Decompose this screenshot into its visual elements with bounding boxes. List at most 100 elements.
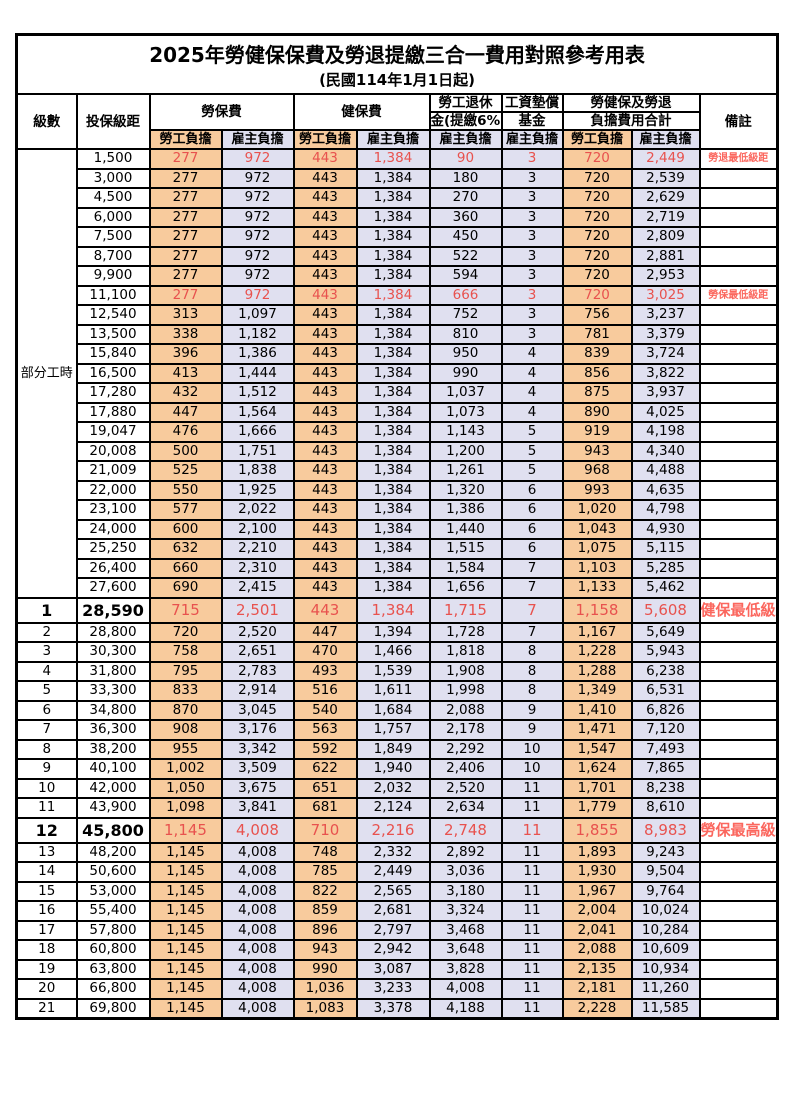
- health-ins-employee: 443: [292, 479, 358, 501]
- health-ins-employee: 443: [292, 421, 358, 443]
- labor-ins-employer: 4,008: [220, 816, 295, 844]
- health-ins-employee: 785: [292, 861, 358, 883]
- remark-cell: 勞保最高級距: [698, 816, 779, 844]
- labor-ins-employee: 432: [148, 382, 223, 404]
- pension-employer: 950: [428, 343, 503, 365]
- labor-ins-employer: 1,564: [220, 401, 295, 423]
- wage-fund-employer: 6: [500, 499, 564, 521]
- remark-cell: [698, 518, 779, 540]
- pension-employer: 2,748: [428, 816, 503, 844]
- labor-ins-employer: 1,838: [220, 460, 295, 482]
- fee-comparison-table: 2025年勞健保保費及勞退提繳三合一費用對照參考用表 (民國114年1月1日起)…: [15, 33, 780, 1020]
- table-row: 19,047 476 1,666 443 1,384 1,143 5 919 4,198: [17, 421, 779, 443]
- level-number: 16: [15, 900, 78, 922]
- total-employee: 2,004: [561, 900, 633, 922]
- labor-ins-employer: 972: [220, 245, 295, 267]
- level-number: 4: [15, 660, 78, 682]
- insured-bracket: 4,500: [75, 187, 151, 209]
- table-row: 16,500 413 1,444 443 1,384 990 4 856 3,822: [17, 362, 779, 384]
- total-employee: 856: [561, 362, 633, 384]
- total-employee: 720: [561, 245, 633, 267]
- labor-ins-employer: 2,415: [220, 577, 295, 599]
- pension-employer: 1,728: [428, 621, 503, 643]
- labor-ins-employer: 4,008: [220, 997, 295, 1020]
- total-employer: 6,826: [630, 699, 701, 721]
- remark-cell: [698, 323, 779, 345]
- labor-ins-employee: 660: [148, 557, 223, 579]
- level-number: 9: [15, 758, 78, 780]
- total-employee: 890: [561, 401, 633, 423]
- health-ins-employee: 710: [292, 816, 358, 844]
- insured-bracket: 48,200: [75, 841, 151, 863]
- level-number: 13: [15, 841, 78, 863]
- health-ins-employee: 443: [292, 167, 358, 189]
- table-row: 8 38,200 955 3,342 592 1,849 2,292 10 1,547 7,493: [15, 738, 779, 760]
- health-ins-employee: 443: [292, 557, 358, 579]
- table-row: 15,840 396 1,386 443 1,384 950 4 839 3,724: [17, 343, 779, 365]
- labor-ins-employee: 1,145: [148, 939, 223, 961]
- header-health-insurance: 健保費: [292, 93, 431, 131]
- total-employee: 1,103: [561, 557, 633, 579]
- health-ins-employee: 443: [292, 226, 358, 248]
- wage-fund-employer: 5: [500, 421, 564, 443]
- wage-fund-employer: 11: [500, 777, 564, 799]
- labor-ins-employee: 577: [148, 499, 223, 521]
- labor-ins-employer: 4,008: [220, 841, 295, 863]
- wage-fund-employer: 5: [500, 440, 564, 462]
- total-employer: 3,937: [630, 382, 701, 404]
- insured-bracket: 53,000: [75, 880, 151, 902]
- table-row: 25,250 632 2,210 443 1,384 1,515 6 1,075 5,115: [17, 538, 779, 560]
- wage-fund-employer: 10: [500, 738, 564, 760]
- level-number: 5: [15, 680, 78, 702]
- health-ins-employer: 1,384: [355, 596, 431, 624]
- insured-bracket: 17,280: [75, 382, 151, 404]
- total-employer: 3,822: [630, 362, 701, 384]
- labor-ins-employee: 277: [148, 206, 223, 228]
- wage-fund-employer: 11: [500, 861, 564, 883]
- total-employee: 875: [561, 382, 633, 404]
- table-row: 13 48,200 1,145 4,008 748 2,332 2,892 11 1,893 9,…: [15, 841, 779, 863]
- total-employee: 968: [561, 460, 633, 482]
- labor-ins-employee: 1,145: [148, 880, 223, 902]
- total-employer: 10,609: [630, 939, 701, 961]
- pension-employer: 2,634: [428, 797, 503, 819]
- pension-employer: 1,440: [428, 518, 503, 540]
- health-ins-employee: 1,036: [292, 978, 358, 1000]
- total-employee: 1,893: [561, 841, 633, 863]
- total-employer: 8,983: [630, 816, 701, 844]
- total-employer: 9,243: [630, 841, 701, 863]
- health-ins-employer: 2,332: [355, 841, 431, 863]
- health-ins-employee: 443: [292, 323, 358, 345]
- remark-cell: [698, 538, 779, 560]
- labor-ins-employee: 833: [148, 680, 223, 702]
- labor-ins-employee: 1,145: [148, 919, 223, 941]
- labor-ins-employer: 972: [220, 206, 295, 228]
- table-row: 11,100 277 972 443 1,384 666 3 720 3,025 勞保最低級距: [17, 284, 779, 306]
- remark-cell: [698, 958, 779, 980]
- labor-ins-employer: 1,386: [220, 343, 295, 365]
- remark-cell: [698, 226, 779, 248]
- health-ins-employer: 3,378: [355, 997, 431, 1020]
- total-employer: 4,340: [630, 440, 701, 462]
- level-number: 21: [15, 997, 78, 1020]
- labor-ins-employee: 277: [148, 167, 223, 189]
- total-employee: 720: [561, 187, 633, 209]
- health-ins-employer: 1,757: [355, 719, 431, 741]
- pension-employer: 2,892: [428, 841, 503, 863]
- subheader-total-employee: 勞工負擔: [561, 129, 633, 150]
- wage-fund-employer: 11: [500, 939, 564, 961]
- health-ins-employer: 1,394: [355, 621, 431, 643]
- health-ins-employer: 2,216: [355, 816, 431, 844]
- table-row: 21,009 525 1,838 443 1,384 1,261 5 968 4,488: [17, 460, 779, 482]
- remark-cell: [698, 187, 779, 209]
- level-number: 11: [15, 797, 78, 819]
- total-employee: 720: [561, 284, 633, 306]
- remark-cell: [698, 861, 779, 883]
- total-employee: 2,041: [561, 919, 633, 941]
- table-row: 19 63,800 1,145 4,008 990 3,087 3,828 11 2,135 10…: [15, 958, 779, 980]
- pension-employer: 360: [428, 206, 503, 228]
- labor-ins-employer: 4,008: [220, 978, 295, 1000]
- wage-fund-employer: 5: [500, 460, 564, 482]
- labor-ins-employee: 1,145: [148, 997, 223, 1020]
- health-ins-employer: 1,384: [355, 226, 431, 248]
